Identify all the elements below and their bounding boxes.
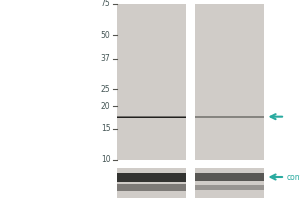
Text: 37: 37: [101, 54, 110, 63]
Bar: [117, 172, 186, 182]
Bar: [117, 168, 186, 198]
Bar: [195, 185, 264, 190]
Text: 20: 20: [101, 102, 110, 111]
Bar: [117, 4, 186, 160]
Bar: [195, 168, 264, 198]
Bar: [117, 184, 186, 191]
Text: 10: 10: [101, 156, 110, 164]
Text: control: control: [286, 172, 300, 182]
Text: 15: 15: [101, 124, 110, 133]
Bar: [117, 116, 186, 117]
Bar: [195, 4, 264, 160]
Bar: [117, 117, 186, 118]
Text: 75: 75: [101, 0, 110, 8]
Bar: [195, 116, 264, 118]
Text: 50: 50: [101, 31, 110, 40]
Text: 25: 25: [101, 85, 110, 94]
Bar: [195, 173, 264, 181]
